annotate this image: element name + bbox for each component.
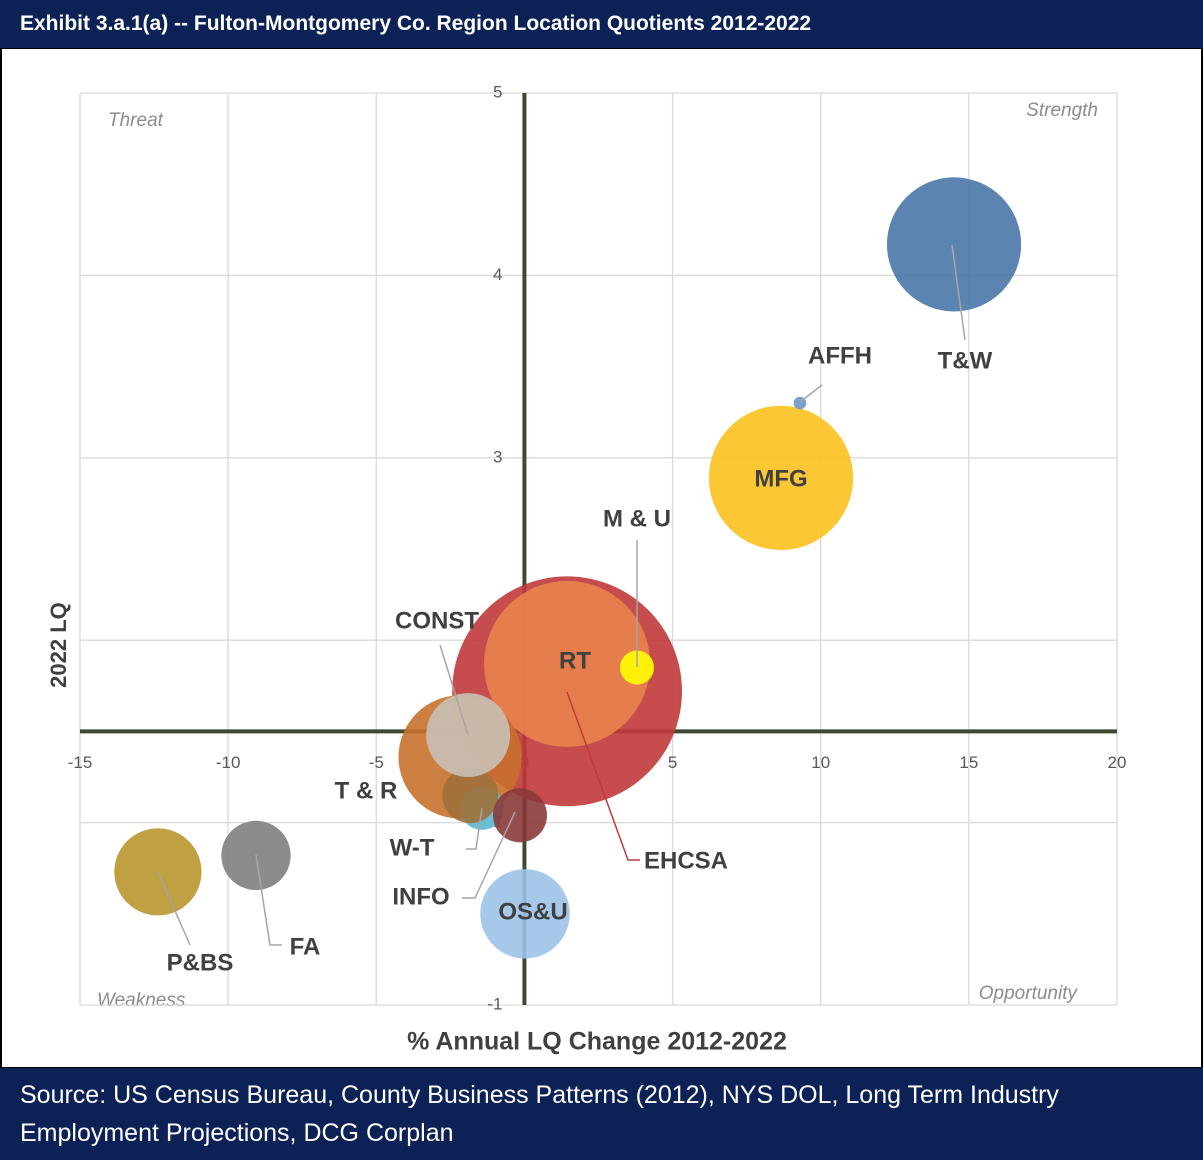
quadrant-label: Weakness [97,990,186,1011]
x-axis-title: % Annual LQ Change 2012-2022 [407,1028,787,1056]
leader-line [951,244,966,341]
quadrant-label: Threat [108,110,164,131]
x-tick-label: 20 [1108,753,1127,772]
y-tick-label: -1 [487,994,502,1013]
data-label: MFG [754,465,807,492]
x-tick-label: -5 [369,753,384,772]
x-tick-label: 10 [811,753,830,772]
leader-line [466,807,483,850]
data-label: INFO [392,883,449,910]
y-tick-label: 3 [493,447,502,466]
data-label: EHCSA [644,847,728,874]
x-tick-label: 5 [668,753,677,772]
leader-line [799,384,823,403]
data-label: FA [290,933,321,960]
chart: % Annual LQ Change 2012-2022 2022 LQ Thr… [0,48,1203,1068]
data-label: M & U [603,505,671,532]
data-label: P&BS [167,949,234,976]
bubble [886,177,1022,312]
bubble [492,788,548,843]
data-label: CONST [395,607,479,634]
bubble [708,405,854,550]
bubble [114,828,202,916]
source: Source: US Census Bureau, County Busines… [0,1068,1203,1160]
bubble [619,650,655,685]
data-label: OS&U [498,898,567,925]
leader-line [462,811,516,899]
leader-line [255,854,282,946]
y-tick-label: 5 [493,82,502,101]
quadrant-label: Strength [1026,100,1098,121]
data-label: T & R [335,777,398,804]
bubble [426,693,511,778]
leader-line [157,871,191,946]
data-label: T&W [938,347,993,374]
bubble [480,869,570,959]
data-label: RT [559,647,591,674]
x-tick-label: -15 [68,753,93,772]
x-tick-label: 15 [959,753,978,772]
bubble [484,580,651,747]
leader-line [439,644,469,736]
bubble [442,767,499,824]
header: Exhibit 3.a.1(a) -- Fulton-Montgomery Co… [0,0,1203,48]
frame [0,48,1203,1068]
leader-line [566,691,640,861]
data-label: AFFH [808,342,872,369]
data-label: W-T [390,834,435,861]
y-axis-title: 2022 LQ [46,602,71,688]
quadrant-label: Opportunity [979,983,1079,1004]
x-tick-label: -10 [216,753,241,772]
y-tick-label: 4 [493,265,502,284]
